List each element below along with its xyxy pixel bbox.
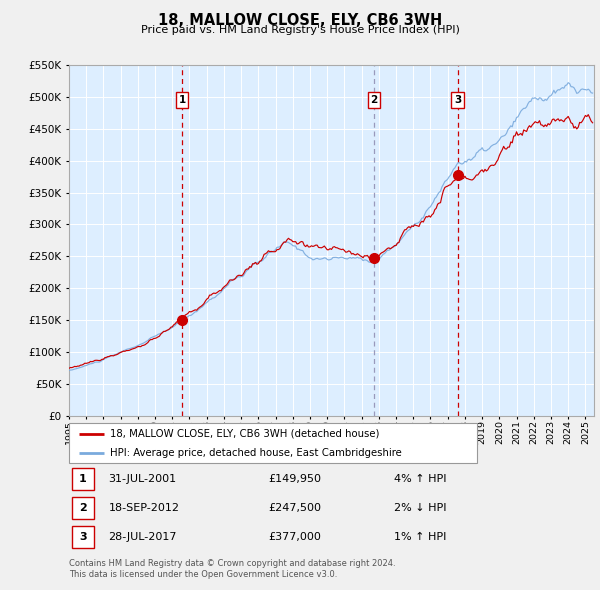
Text: 1% ↑ HPI: 1% ↑ HPI	[395, 532, 447, 542]
Text: 1: 1	[179, 95, 186, 105]
FancyBboxPatch shape	[71, 497, 94, 519]
Text: 3: 3	[454, 95, 461, 105]
Text: 2: 2	[79, 503, 86, 513]
Text: 1: 1	[79, 474, 86, 484]
Text: 3: 3	[79, 532, 86, 542]
Text: 31-JUL-2001: 31-JUL-2001	[109, 474, 176, 484]
Text: HPI: Average price, detached house, East Cambridgeshire: HPI: Average price, detached house, East…	[110, 448, 401, 458]
Text: 2% ↓ HPI: 2% ↓ HPI	[395, 503, 447, 513]
Text: 18-SEP-2012: 18-SEP-2012	[109, 503, 179, 513]
Text: £377,000: £377,000	[269, 532, 322, 542]
Text: 18, MALLOW CLOSE, ELY, CB6 3WH: 18, MALLOW CLOSE, ELY, CB6 3WH	[158, 13, 442, 28]
Text: Contains HM Land Registry data © Crown copyright and database right 2024.
This d: Contains HM Land Registry data © Crown c…	[69, 559, 395, 579]
Text: 28-JUL-2017: 28-JUL-2017	[109, 532, 177, 542]
FancyBboxPatch shape	[71, 526, 94, 548]
FancyBboxPatch shape	[69, 423, 477, 463]
Text: 2: 2	[370, 95, 377, 105]
Text: Price paid vs. HM Land Registry's House Price Index (HPI): Price paid vs. HM Land Registry's House …	[140, 25, 460, 35]
FancyBboxPatch shape	[71, 468, 94, 490]
Text: 18, MALLOW CLOSE, ELY, CB6 3WH (detached house): 18, MALLOW CLOSE, ELY, CB6 3WH (detached…	[110, 429, 379, 439]
Text: 4% ↑ HPI: 4% ↑ HPI	[395, 474, 447, 484]
Text: £149,950: £149,950	[269, 474, 322, 484]
Text: £247,500: £247,500	[269, 503, 322, 513]
